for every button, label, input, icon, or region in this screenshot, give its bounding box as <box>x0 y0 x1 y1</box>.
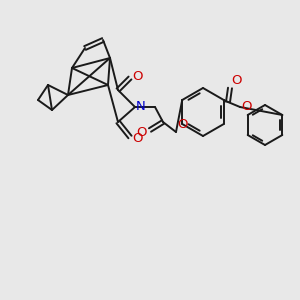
Text: O: O <box>231 74 242 87</box>
Text: O: O <box>241 100 251 112</box>
Text: O: O <box>177 118 188 131</box>
Text: N: N <box>136 100 146 113</box>
Text: O: O <box>136 125 147 139</box>
Text: O: O <box>132 131 142 145</box>
Text: O: O <box>132 70 142 83</box>
